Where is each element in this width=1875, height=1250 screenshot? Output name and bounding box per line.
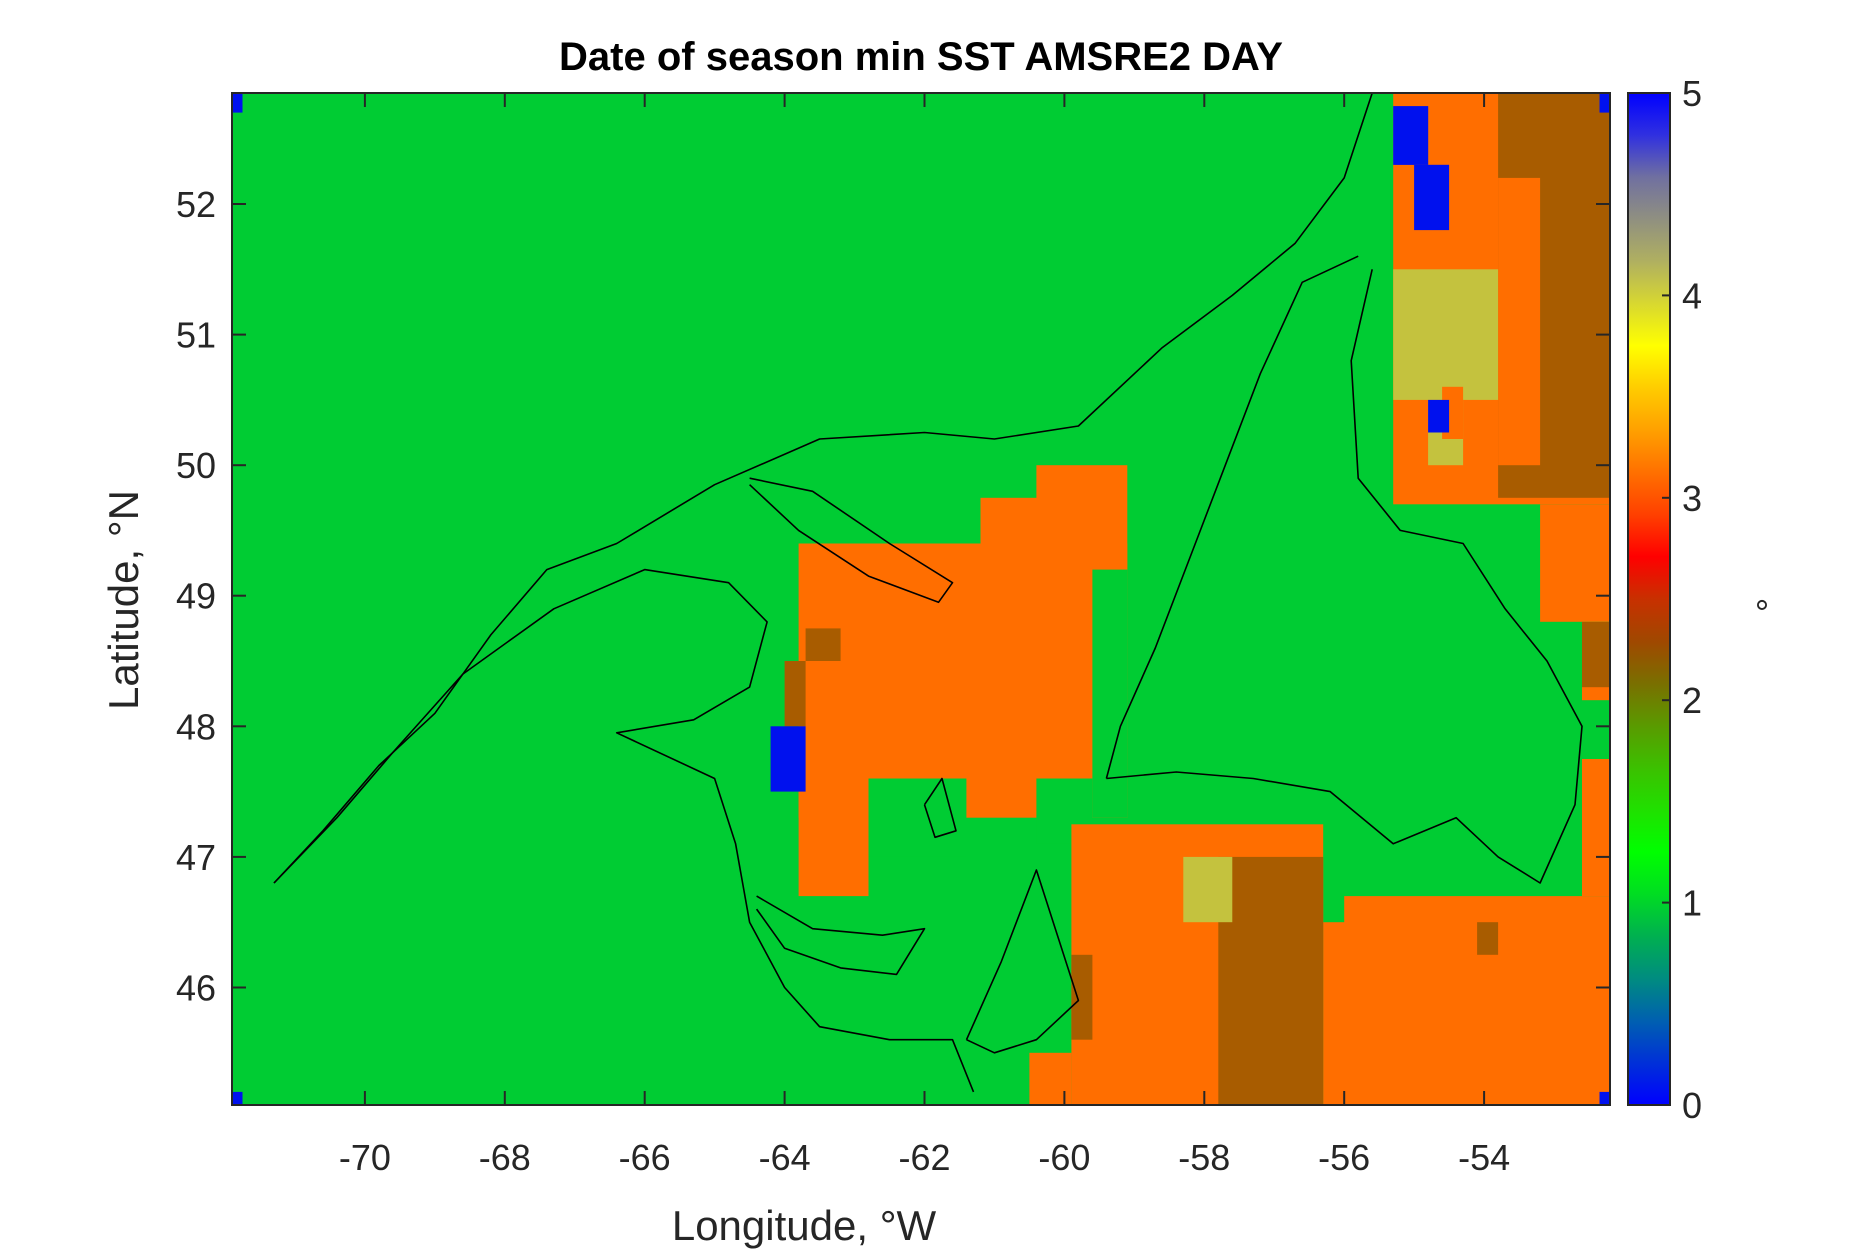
region-cell-19 <box>1183 856 1233 923</box>
y-tick-label: 46 <box>176 968 216 1009</box>
x-tick-label: -62 <box>898 1137 950 1178</box>
coastline-magdalen <box>923 777 957 839</box>
region-cell-35 <box>1599 1091 1610 1105</box>
colorbar-ticks: 0 1 2 3 4 5 <box>1662 73 1702 1126</box>
x-axis-label: Longitude, °W <box>672 1202 937 1249</box>
x-tick-label: -58 <box>1178 1137 1230 1178</box>
region-cell-21 <box>1540 504 1610 622</box>
region-cell-16 <box>1218 856 1324 1105</box>
y-tick-label: 49 <box>176 576 216 617</box>
region-cell-2 <box>980 497 1037 596</box>
region-cell-9 <box>784 661 806 727</box>
region-cell-7 <box>1092 569 1128 818</box>
region-cell-17 <box>1071 954 1093 1040</box>
region-cell-24 <box>1582 621 1610 688</box>
coastline-gaspe-south-shore <box>273 568 975 1093</box>
plot-frame <box>231 92 1611 1106</box>
coastline-anticosti <box>749 477 954 604</box>
coastline-pei <box>755 895 926 976</box>
coastline-newfoundland-south <box>1106 269 1583 884</box>
region-cell-34 <box>232 1091 243 1105</box>
colorbar-tick-label: 4 <box>1682 275 1702 316</box>
region-cell-32 <box>232 93 243 113</box>
region-cell-1 <box>1036 465 1128 544</box>
x-tick-label: -54 <box>1458 1137 1510 1178</box>
region-cell-31 <box>1428 399 1450 433</box>
region-cell-25 <box>1498 177 1541 466</box>
chart-title: Date of season min SST AMSRE2 DAY <box>559 35 1283 79</box>
x-tick-label: -66 <box>619 1137 671 1178</box>
x-tick-label: -64 <box>759 1137 811 1178</box>
coastline-newfoundland-west <box>1105 255 1359 779</box>
colorbar-tick-label: 3 <box>1682 478 1702 519</box>
colorbar <box>1627 92 1671 1106</box>
region-cell-30 <box>1414 164 1450 231</box>
colorbar-label: ° <box>1734 598 1775 612</box>
y-tick-label: 47 <box>176 837 216 878</box>
region-cell-4 <box>798 791 869 897</box>
y-tick-label: 52 <box>176 184 216 225</box>
coastline-north-shore <box>273 93 1373 884</box>
y-axis-ticks: 46 47 48 49 50 51 52 <box>176 184 1610 1009</box>
region-cell-12 <box>1323 922 1610 1105</box>
x-tick-label: -70 <box>339 1137 391 1178</box>
region-cell-26 <box>1393 269 1499 400</box>
colorbar-tick-label: 5 <box>1682 73 1702 114</box>
region-cell-8 <box>805 628 841 661</box>
y-tick-label: 48 <box>176 706 216 747</box>
region-cells <box>232 93 1610 1105</box>
y-tick-label: 51 <box>176 315 216 356</box>
y-axis-label: Latitude, °N <box>100 490 147 710</box>
region-cell-18 <box>1477 922 1499 955</box>
colorbar-tick-label: 2 <box>1682 680 1702 721</box>
region-cell-10 <box>770 726 806 792</box>
y-tick-label: 50 <box>176 445 216 486</box>
region-cell-29 <box>1393 106 1429 165</box>
region-cell-3 <box>924 550 981 622</box>
colorbar-tick-label: 1 <box>1682 883 1702 924</box>
x-tick-label: -60 <box>1038 1137 1090 1178</box>
coastline-cape-breton <box>965 869 1080 1054</box>
region-cell-14 <box>1582 759 1610 897</box>
plot-area <box>232 93 1610 1105</box>
region-cell-33 <box>1599 93 1610 113</box>
x-axis-ticks: -70 -68 -66 -64 -62 -60 -58 -56 -54 <box>339 93 1510 1178</box>
colorbar-tick-label: 0 <box>1682 1085 1702 1126</box>
region-cell-5 <box>868 778 967 857</box>
coastlines <box>273 93 1583 1093</box>
x-tick-label: -68 <box>479 1137 531 1178</box>
x-tick-label: -56 <box>1318 1137 1370 1178</box>
